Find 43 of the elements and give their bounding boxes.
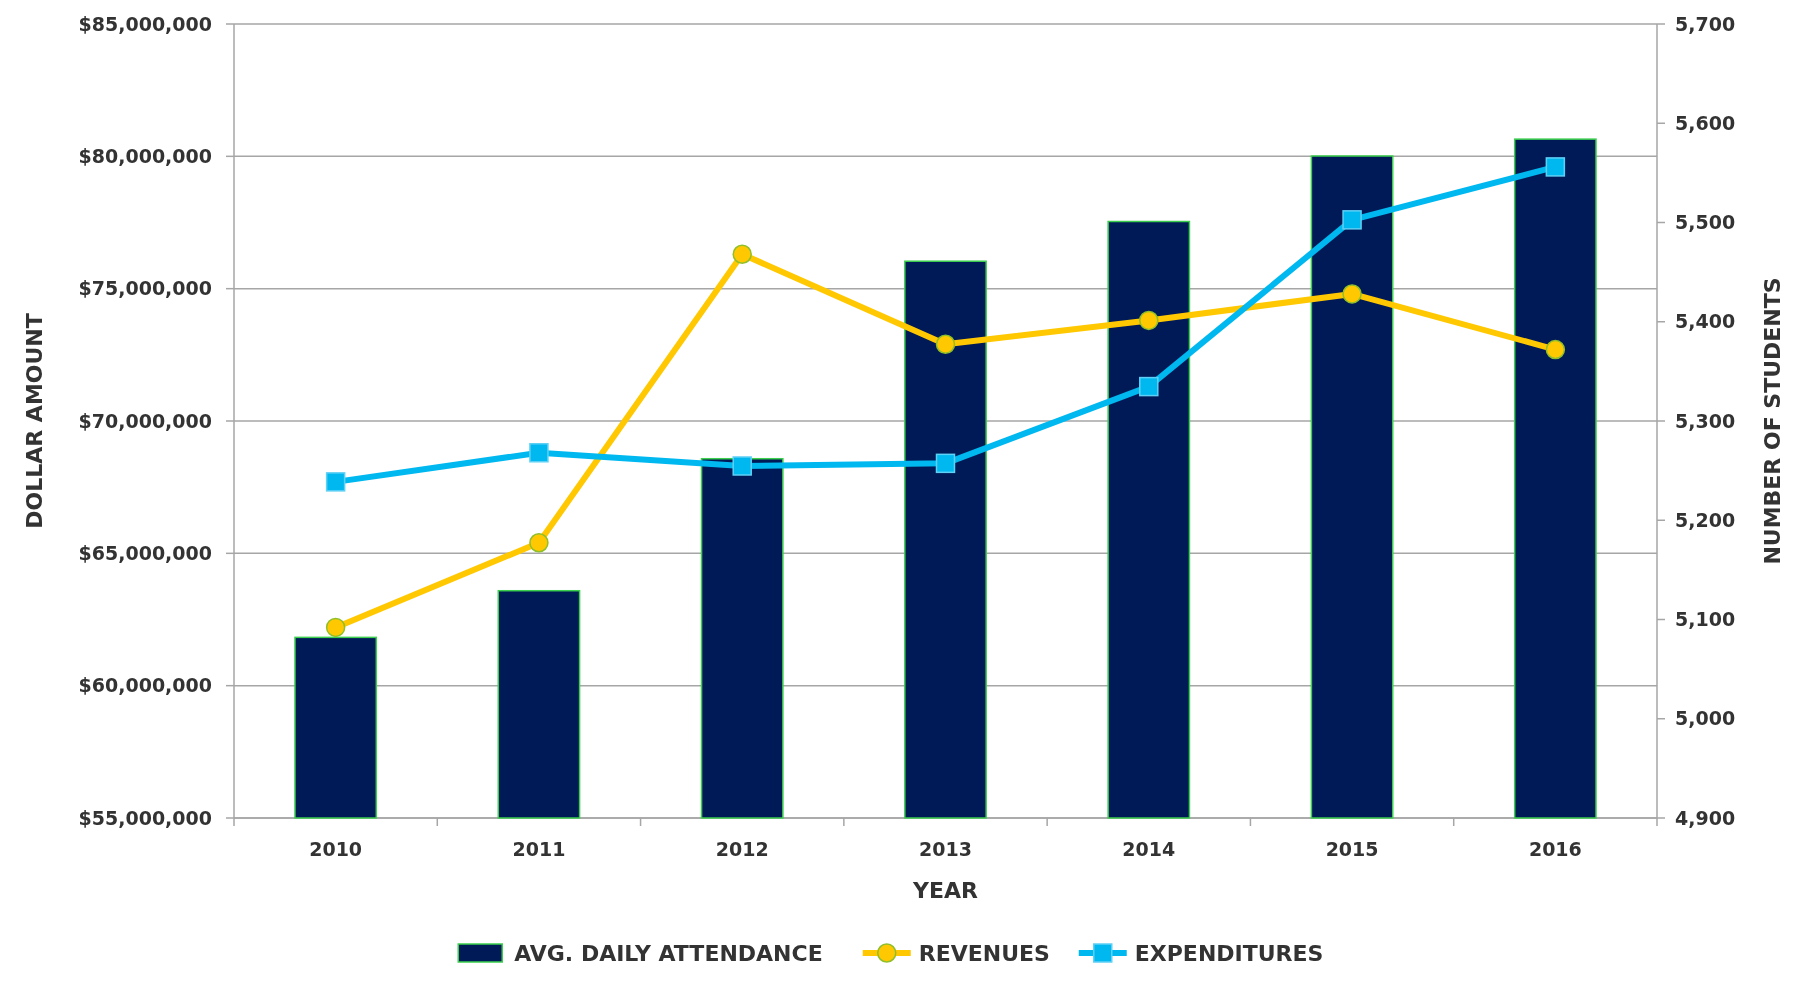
x-tick-label: 2010 bbox=[309, 838, 363, 860]
point bbox=[1342, 284, 1362, 304]
y-axis-title: DOLLAR AMOUNT bbox=[22, 313, 47, 529]
x-tick-label: 2015 bbox=[1325, 838, 1379, 860]
point bbox=[1545, 339, 1566, 360]
y2-axis-title: NUMBER OF STUDENTS bbox=[1760, 277, 1785, 565]
y-tick-label: $80,000,000 bbox=[78, 144, 212, 167]
point bbox=[1342, 210, 1362, 230]
point bbox=[529, 443, 549, 463]
point bbox=[529, 533, 549, 553]
y-tick-label: $85,000,000 bbox=[78, 12, 212, 35]
y2-tick-label: 5,300 bbox=[1675, 409, 1736, 432]
y-tick-label: $75,000,000 bbox=[78, 277, 212, 300]
x-tick-label: 2012 bbox=[715, 838, 769, 860]
point bbox=[935, 334, 956, 354]
y2-tick-label: 5,000 bbox=[1675, 707, 1736, 730]
y-tick-label: $70,000,000 bbox=[78, 409, 212, 432]
point bbox=[732, 456, 752, 476]
y2-tick-label: 5,200 bbox=[1675, 508, 1736, 531]
y-tick-label: $55,000,000 bbox=[78, 806, 212, 829]
y2-tick-label: 5,100 bbox=[1675, 608, 1736, 631]
x-axis-title: YEAR bbox=[912, 878, 979, 903]
legend-label: AVG. DAILY ATTENDANCE bbox=[514, 940, 823, 966]
point bbox=[325, 472, 346, 492]
y2-tick-label: 5,500 bbox=[1675, 211, 1736, 234]
legend-label: EXPENDITURES bbox=[1134, 940, 1324, 966]
y2-tick-label: 5,600 bbox=[1675, 111, 1736, 134]
point bbox=[732, 244, 752, 265]
y-tick-label: $60,000,000 bbox=[78, 674, 212, 697]
point bbox=[1545, 157, 1566, 177]
x-tick-label: 2014 bbox=[1122, 838, 1176, 860]
point bbox=[935, 453, 956, 474]
point bbox=[1139, 310, 1159, 331]
legend-label: REVENUES bbox=[918, 940, 1050, 966]
x-tick-label: 2013 bbox=[919, 838, 972, 860]
y2-tick-label: 5,400 bbox=[1675, 310, 1736, 333]
y2-tick-label: 5,700 bbox=[1675, 12, 1736, 35]
y2-tick-label: 4,900 bbox=[1675, 806, 1736, 829]
point bbox=[325, 617, 346, 638]
x-tick-label: 2016 bbox=[1528, 838, 1582, 860]
x-tick-label: 2011 bbox=[512, 838, 566, 860]
point bbox=[1139, 376, 1159, 397]
y-tick-label: $65,000,000 bbox=[78, 541, 212, 564]
